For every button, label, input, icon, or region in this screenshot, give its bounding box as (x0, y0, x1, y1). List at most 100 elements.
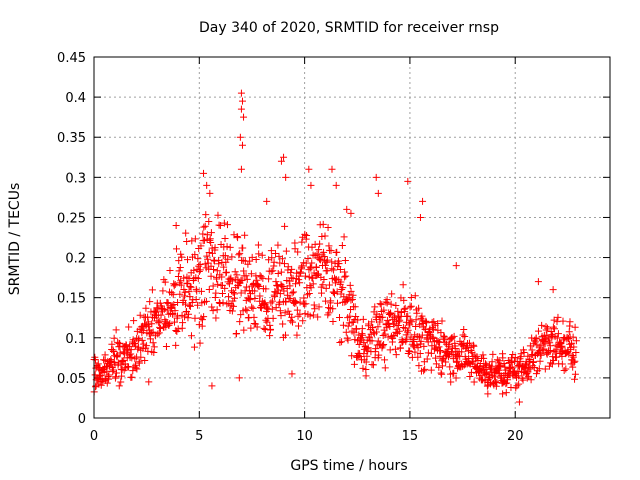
data-point (531, 338, 539, 346)
data-point (480, 354, 488, 362)
data-point (149, 339, 157, 347)
data-point (243, 283, 251, 291)
data-point (248, 303, 256, 311)
data-point (315, 246, 323, 254)
data-point (515, 380, 523, 388)
data-point (229, 302, 237, 310)
data-point (414, 344, 422, 352)
data-point (571, 323, 579, 331)
data-point (470, 342, 478, 350)
data-point (305, 165, 313, 173)
data-point (269, 267, 277, 275)
data-point (203, 231, 211, 239)
data-point (328, 165, 336, 173)
data-point (198, 316, 206, 324)
data-point (430, 318, 438, 326)
data-point (133, 365, 141, 373)
data-point (572, 337, 580, 345)
data-point (452, 374, 460, 382)
data-point (307, 181, 315, 189)
data-point (145, 323, 153, 331)
data-point (571, 357, 579, 365)
data-point (484, 390, 492, 398)
data-point (530, 358, 538, 366)
data-point (302, 300, 310, 308)
data-point (187, 283, 195, 291)
data-point (403, 335, 411, 343)
data-point (231, 294, 239, 302)
data-point (136, 311, 144, 319)
data-point (396, 316, 404, 324)
data-point (207, 229, 215, 237)
data-point (178, 253, 186, 261)
data-point (265, 275, 273, 283)
data-point (282, 247, 290, 255)
data-point (112, 373, 120, 381)
data-point (408, 318, 416, 326)
data-point (342, 328, 350, 336)
data-point (299, 317, 307, 325)
data-point (103, 379, 111, 387)
data-point (165, 321, 173, 329)
data-point (446, 363, 454, 371)
data-point (499, 354, 507, 362)
data-point (268, 305, 276, 313)
data-point (199, 230, 207, 238)
data-point (226, 243, 234, 251)
data-point (130, 317, 138, 325)
data-point (306, 312, 314, 320)
data-point (342, 272, 350, 280)
data-point (166, 320, 174, 328)
data-point (450, 369, 458, 377)
data-point (407, 302, 415, 310)
data-point (507, 359, 515, 367)
data-point (279, 320, 287, 328)
data-point (355, 340, 363, 348)
data-point (225, 293, 233, 301)
data-point (377, 301, 385, 309)
data-point (493, 356, 501, 364)
data-point (551, 325, 559, 333)
data-point (154, 330, 162, 338)
data-point (171, 318, 179, 326)
data-point (329, 305, 337, 313)
data-point (233, 271, 241, 279)
data-point (244, 260, 252, 268)
data-point (204, 255, 212, 263)
data-point (122, 341, 130, 349)
data-point (545, 337, 553, 345)
data-point (260, 324, 268, 332)
data-point (277, 312, 285, 320)
data-point (375, 351, 383, 359)
data-point (308, 259, 316, 267)
data-point (237, 105, 245, 113)
data-point (413, 309, 421, 317)
data-points (90, 89, 580, 406)
data-point (376, 318, 384, 326)
chart-title: Day 340 of 2020, SRMTID for receiver rns… (199, 20, 499, 36)
data-point (505, 365, 513, 373)
data-point (177, 281, 185, 289)
data-point (168, 289, 176, 297)
data-point (313, 250, 321, 258)
y-axis-label: SRMTID / TECUs (7, 183, 23, 296)
data-point (225, 280, 233, 288)
data-point (401, 304, 409, 312)
data-point (341, 256, 349, 264)
data-point (223, 243, 231, 251)
data-point (535, 365, 543, 373)
data-point (238, 97, 246, 105)
data-point (172, 221, 180, 229)
data-point (216, 299, 224, 307)
data-point (542, 326, 550, 334)
data-point (371, 303, 379, 311)
data-point (190, 343, 198, 351)
data-point (479, 351, 487, 359)
data-point (541, 365, 549, 373)
data-point (437, 369, 445, 377)
data-point (298, 238, 306, 246)
data-point (186, 293, 194, 301)
data-point (343, 334, 351, 342)
data-point (347, 209, 355, 217)
